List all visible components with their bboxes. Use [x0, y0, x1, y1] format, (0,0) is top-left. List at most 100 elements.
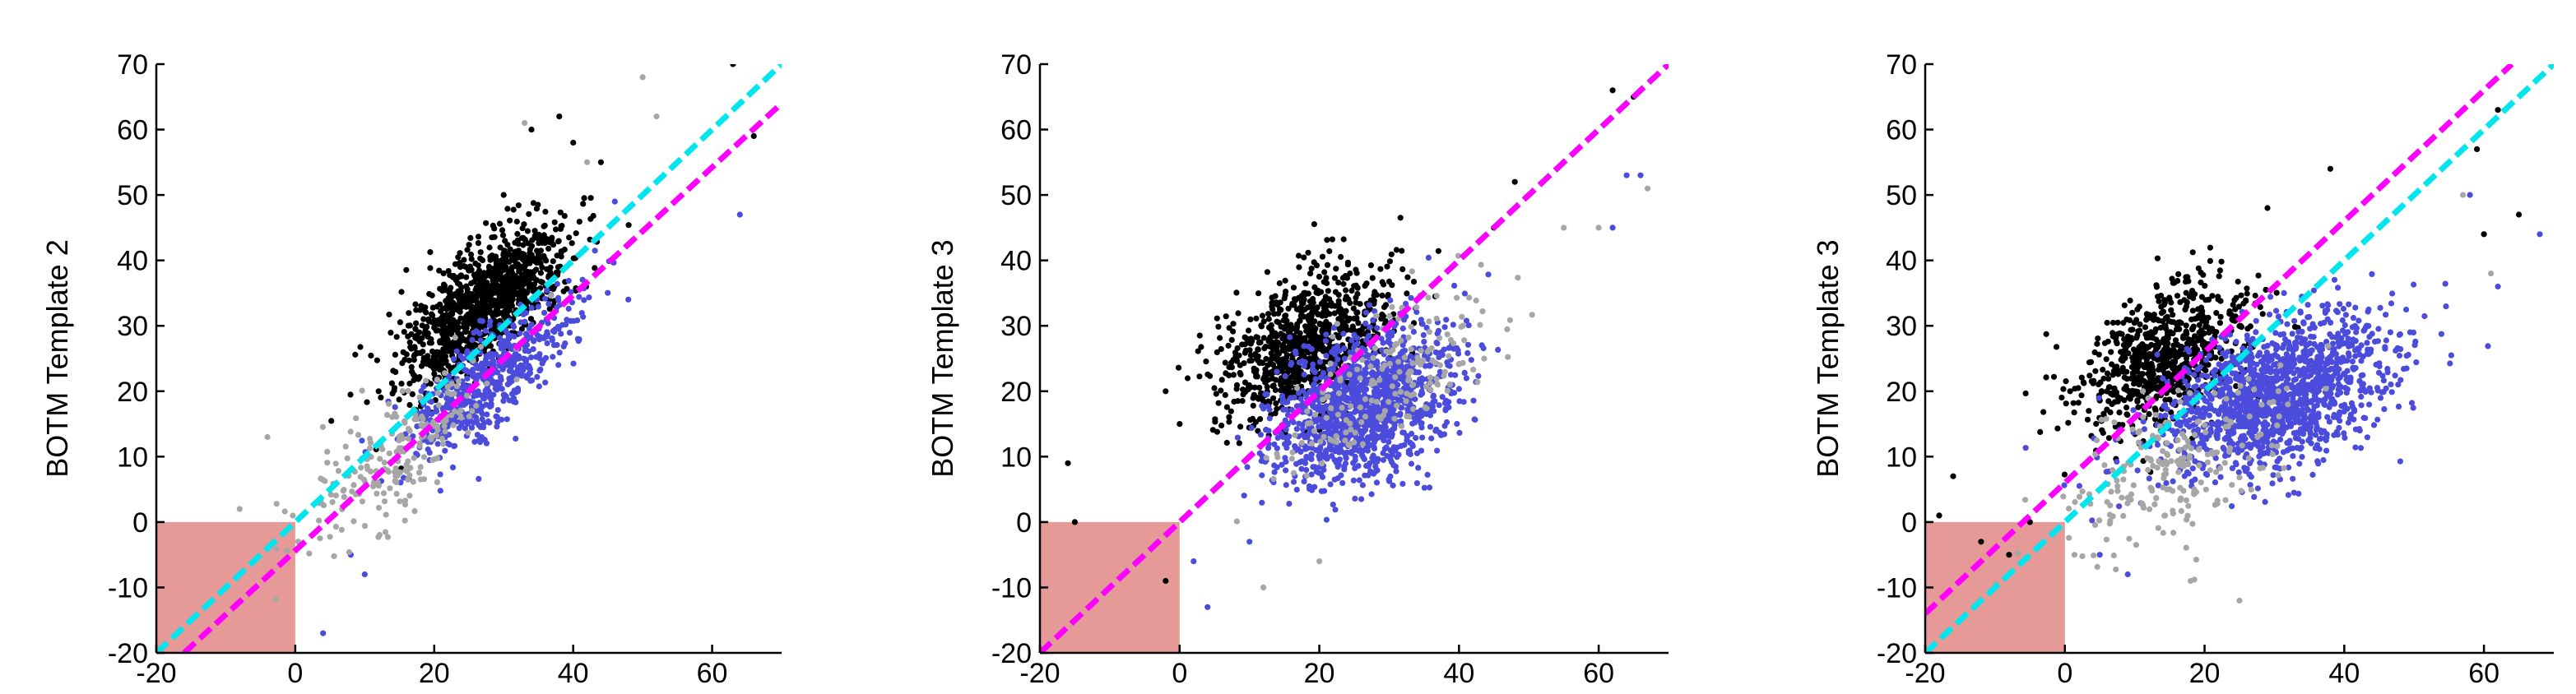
- data-point: [494, 407, 501, 414]
- data-point: [1338, 442, 1344, 449]
- data-point: [2133, 379, 2140, 386]
- data-point: [1259, 312, 1266, 319]
- data-point: [464, 375, 471, 382]
- data-point: [1437, 368, 1443, 375]
- data-point: [1320, 370, 1327, 377]
- data-point: [497, 244, 504, 251]
- data-point: [1264, 383, 1270, 391]
- data-point: [1352, 453, 1358, 460]
- data-point: [507, 267, 513, 274]
- data-point: [531, 337, 537, 344]
- data-point: [539, 360, 545, 367]
- x-tick-label: 20: [419, 658, 450, 689]
- y-tick-label: 50: [1000, 180, 1032, 211]
- data-point: [409, 391, 415, 397]
- data-point: [2128, 375, 2134, 382]
- data-point: [1561, 224, 1567, 231]
- data-point: [1302, 280, 1309, 287]
- data-point: [1460, 399, 1467, 405]
- data-point: [1334, 321, 1340, 327]
- data-point: [547, 293, 555, 299]
- data-point: [2134, 397, 2141, 404]
- data-point: [625, 296, 632, 303]
- data-point: [1279, 332, 1285, 339]
- data-point: [1458, 323, 1464, 331]
- data-point: [442, 447, 448, 454]
- y-axis-label: BOTM Template 2: [40, 239, 74, 477]
- data-point: [2133, 349, 2139, 355]
- y-tick-label: 70: [1000, 49, 1032, 81]
- data-point: [1465, 322, 1472, 329]
- data-point: [564, 317, 570, 323]
- data-point: [1358, 496, 1365, 502]
- data-point: [1330, 396, 1336, 403]
- data-point: [453, 303, 459, 309]
- data-point: [1324, 261, 1331, 268]
- data-point: [1434, 340, 1441, 347]
- data-point: [2105, 376, 2112, 382]
- data-point: [1326, 419, 1333, 426]
- data-point: [1386, 360, 1393, 367]
- data-point: [1241, 493, 1247, 499]
- data-point: [2075, 400, 2082, 406]
- data-point: [403, 266, 410, 273]
- data-point: [1386, 478, 1393, 484]
- data-point: [1282, 277, 1288, 284]
- data-point: [401, 329, 407, 335]
- data-point: [1297, 317, 1303, 324]
- data-point: [2135, 404, 2142, 410]
- data-point: [485, 392, 491, 399]
- data-point: [1330, 414, 1336, 420]
- data-point: [1319, 460, 1325, 467]
- data-point: [1293, 426, 1300, 433]
- data-point: [2053, 344, 2060, 350]
- data-point: [1352, 495, 1358, 502]
- data-point: [2158, 365, 2165, 372]
- data-point: [512, 263, 518, 270]
- data-point: [2104, 319, 2110, 326]
- data-point: [1385, 336, 1392, 343]
- data-point: [489, 285, 495, 293]
- data-point: [366, 445, 373, 451]
- data-point: [2226, 308, 2233, 315]
- data-point: [1372, 391, 1379, 399]
- data-point: [392, 469, 398, 475]
- data-point: [535, 303, 541, 310]
- data-point: [2142, 354, 2149, 361]
- data-point: [1353, 309, 1360, 316]
- data-point: [401, 502, 409, 508]
- data-point: [1339, 405, 1345, 411]
- reference-line-2: [1040, 64, 1669, 653]
- data-point: [1302, 323, 1309, 330]
- data-point: [1225, 342, 1232, 349]
- data-point: [538, 254, 545, 261]
- data-point: [1367, 324, 1373, 331]
- data-point: [1303, 472, 1310, 479]
- data-point: [446, 372, 453, 380]
- data-point: [393, 479, 400, 486]
- data-point: [1413, 435, 1419, 442]
- data-point: [490, 222, 496, 229]
- data-point: [398, 289, 405, 295]
- data-point: [1376, 377, 1383, 383]
- data-point: [418, 303, 425, 309]
- data-point: [443, 340, 450, 346]
- data-point: [1319, 326, 1325, 334]
- data-point: [1298, 465, 1305, 472]
- data-point: [2200, 317, 2207, 323]
- data-point: [499, 232, 507, 238]
- data-point: [1293, 486, 1300, 493]
- data-point: [528, 354, 535, 361]
- data-point: [1348, 403, 1354, 409]
- data-point: [1327, 481, 1334, 488]
- data-point: [586, 294, 592, 301]
- data-point: [1529, 312, 1535, 318]
- data-point: [605, 289, 611, 296]
- data-point: [1477, 322, 1483, 328]
- data-point: [2091, 349, 2098, 356]
- data-point: [1340, 331, 1347, 337]
- data-point: [2259, 311, 2266, 317]
- data-point: [1399, 266, 1406, 272]
- data-point: [2147, 350, 2153, 358]
- data-point: [2175, 319, 2182, 326]
